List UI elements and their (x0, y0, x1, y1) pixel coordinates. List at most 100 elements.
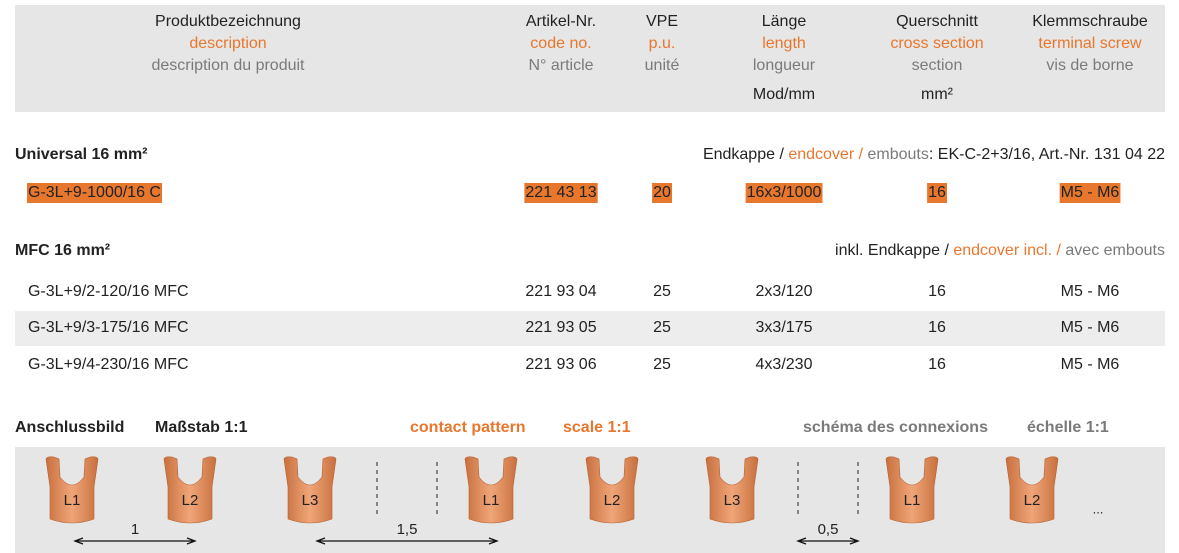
ellipsis: ... (1093, 501, 1104, 516)
cell: 20 (653, 184, 671, 201)
dimension-line (796, 537, 860, 545)
diagram-title: scale 1:1 (563, 419, 631, 436)
header-en: code no. (530, 35, 591, 52)
terminal-label: L2 (182, 492, 199, 509)
header-fr: vis de borne (1046, 57, 1133, 74)
dimension-line (315, 537, 499, 545)
header-fr: N° article (528, 57, 593, 74)
terminal: L2 (585, 456, 639, 524)
header-de: Länge (762, 13, 807, 30)
cell: 16 (928, 319, 946, 336)
terminal-shape (163, 456, 217, 524)
header-en: terminal screw (1038, 35, 1142, 52)
cell: G-3L+9/3-175/16 MFC (28, 319, 189, 336)
terminal-shape (283, 456, 337, 524)
terminal-shape (885, 456, 939, 524)
cell-highlight (745, 183, 823, 203)
cell-highlight (524, 183, 598, 203)
header-en: length (762, 35, 806, 52)
terminal: L2 (163, 456, 217, 524)
header-de: Klemmschraube (1032, 13, 1148, 30)
terminal-label: L1 (483, 492, 500, 509)
terminal-shape (585, 456, 639, 524)
terminal-label: L1 (904, 492, 921, 509)
header-en: cross section (890, 35, 983, 52)
header-de: Produktbezeichnung (155, 13, 301, 30)
row-band (15, 311, 1165, 346)
diagram-title: contact pattern (410, 419, 526, 436)
cell: 25 (653, 356, 671, 373)
header-unit: mm² (921, 86, 954, 103)
cell: G-3L+9-1000/16 C (28, 184, 161, 201)
cell: G-3L+9/4-230/16 MFC (28, 356, 189, 373)
cell: 3x3/175 (756, 319, 813, 336)
header-en: p.u. (649, 35, 676, 52)
cell: 25 (653, 319, 671, 336)
cell: 16 (928, 184, 946, 201)
cell: 4x3/230 (756, 356, 813, 373)
cell: 221 93 04 (525, 283, 596, 300)
cell: M5 - M6 (1061, 319, 1120, 336)
cell: M5 - M6 (1061, 356, 1120, 373)
cell-highlight (652, 183, 672, 203)
dimension-line (73, 537, 197, 545)
terminal: L1 (885, 456, 939, 524)
cell-highlight (27, 183, 162, 203)
diagram-title: échelle 1:1 (1027, 419, 1109, 436)
note-part: embouts (868, 146, 929, 163)
terminal-shape (45, 456, 99, 524)
cell: G-3L+9/2-120/16 MFC (28, 283, 189, 300)
note-part: endcover incl. / (953, 242, 1065, 259)
note-part: : EK-C-2+3/16, Art.-Nr. 131 04 22 (929, 146, 1165, 163)
cell: 221 93 06 (525, 356, 596, 373)
dashes (376, 462, 859, 515)
cell: 2x3/120 (756, 283, 813, 300)
terminal: L2 (1005, 456, 1059, 524)
header-fr: section (912, 57, 963, 74)
terminal: L3 (705, 456, 759, 524)
cell: 16x3/1000 (747, 184, 822, 201)
header-de: Querschnitt (896, 13, 978, 30)
cell: 16 (928, 356, 946, 373)
section-note: inkl. Endkappe / endcover incl. / avec e… (835, 242, 1165, 259)
terminal-label: L2 (604, 492, 621, 509)
cell: M5 - M6 (1061, 283, 1120, 300)
terminal-shape (1005, 456, 1059, 524)
cell: 25 (653, 283, 671, 300)
terminal-label: L3 (724, 492, 741, 509)
note-part: Endkappe / (703, 146, 788, 163)
note-part: endcover / (788, 146, 867, 163)
terminal-shape (464, 456, 518, 524)
section-title: Universal 16 mm² (15, 146, 148, 163)
header-fr: unité (645, 57, 680, 74)
cell: 221 43 13 (525, 184, 596, 201)
terminal-shape (705, 456, 759, 524)
dimension-label: 0,5 (818, 521, 839, 538)
terminal-label: L1 (64, 492, 81, 509)
header-unit: Mod/mm (753, 86, 815, 103)
header-en: description (189, 35, 266, 52)
terminal-label: L2 (1024, 492, 1041, 509)
header-fr: description du produit (152, 57, 306, 74)
terminal: L1 (464, 456, 518, 524)
section-note: Endkappe / endcover / embouts: EK-C-2+3/… (703, 146, 1165, 163)
terminal-label: L3 (302, 492, 319, 509)
note-part: avec embouts (1065, 242, 1165, 259)
header-bg (15, 5, 1165, 112)
dimension-label: 1 (131, 521, 139, 538)
header-de: Artikel-Nr. (526, 13, 596, 30)
diagram-title: Anschlussbild (15, 419, 124, 436)
diagram-title: Maßstab 1:1 (155, 419, 248, 436)
section-title: MFC 16 mm² (15, 242, 110, 259)
cell-highlight (927, 183, 947, 203)
cell: 221 93 05 (525, 319, 596, 336)
terminal: L1 (45, 456, 99, 524)
cell-highlight (1059, 183, 1121, 203)
cell: M5 - M6 (1061, 184, 1120, 201)
terminal: L3 (283, 456, 337, 524)
dimension-label: 1,5 (397, 521, 418, 538)
header-fr: longueur (753, 57, 816, 74)
note-part: inkl. Endkappe / (835, 242, 953, 259)
header-de: VPE (646, 13, 678, 30)
